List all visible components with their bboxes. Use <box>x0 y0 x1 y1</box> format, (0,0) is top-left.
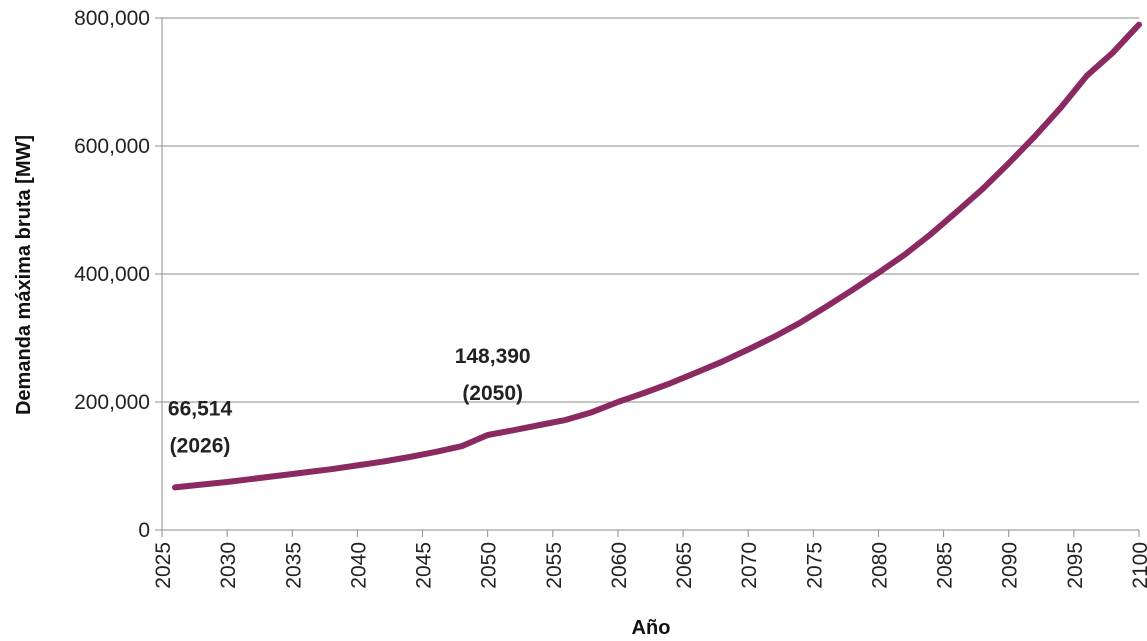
x-tick-label: 2030 <box>217 542 240 589</box>
y-tick-label: 200,000 <box>74 391 150 414</box>
series-group <box>172 21 1142 491</box>
y-tick-label: 400,000 <box>74 263 150 286</box>
y-tick-label: 800,000 <box>74 7 150 30</box>
y-tick-labels: 0 200,000 400,000 600,000 800,000 <box>74 7 150 542</box>
x-tick-label: 2090 <box>999 542 1022 589</box>
grid-lines <box>162 17 1139 403</box>
annotations: 66,514(2026)148,390(2050)789,647(2100) <box>168 345 531 457</box>
annotation-value: 148,390 <box>455 345 531 368</box>
y-tick-label: 600,000 <box>74 135 150 158</box>
x-tick-label: 2060 <box>608 542 631 589</box>
x-tick-label: 2055 <box>543 542 566 589</box>
x-tick-label: 2095 <box>1064 542 1087 589</box>
y-axis-title: Demanda máxima bruta [MW] <box>13 135 35 415</box>
x-tick-label: 2050 <box>478 542 501 589</box>
x-tick-label: 2045 <box>413 542 436 589</box>
x-tick-label: 2085 <box>934 542 957 589</box>
x-tick-label: 2040 <box>347 542 370 589</box>
axes <box>155 17 1140 537</box>
x-tick-label: 2065 <box>673 542 696 589</box>
y-tick-label: 0 <box>138 519 150 542</box>
annotation-value: 66,514 <box>168 397 233 420</box>
x-tick-label: 2080 <box>868 542 891 589</box>
x-tick-label: 2075 <box>803 542 826 589</box>
annotation-year: (2026) <box>170 434 231 457</box>
x-tick-label: 2070 <box>738 542 761 589</box>
annotation-year: (2050) <box>462 382 523 405</box>
x-tick-label: 2035 <box>282 542 305 589</box>
x-tick-label: 2025 <box>152 542 175 589</box>
series-line <box>172 21 1142 491</box>
x-axis-title: Año <box>632 617 671 639</box>
x-tick-labels: 2025 2030 2035 2040 2045 2050 2055 2060 2065 2070… <box>152 542 1147 589</box>
x-tick-label: 2100 <box>1129 542 1147 589</box>
